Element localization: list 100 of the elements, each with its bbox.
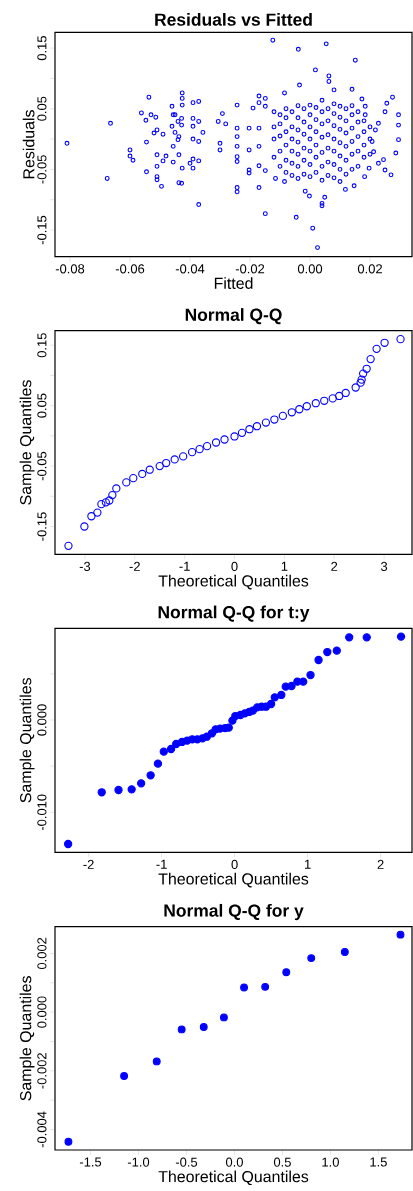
point — [220, 435, 229, 444]
x-tick-label: 1.0 — [322, 1157, 339, 1167]
y-axis-title: Sample Quantiles — [19, 976, 35, 1101]
x-tick-label: 0.02 — [357, 264, 382, 274]
point — [152, 1057, 161, 1066]
point — [64, 541, 73, 550]
y-tick-label: 0.002 — [37, 937, 47, 970]
point — [145, 465, 154, 474]
point — [340, 948, 349, 956]
x-tick-label: 0 — [231, 859, 238, 869]
y-tick-label: -0.05 — [37, 451, 47, 481]
x-tick-label: 0.00 — [297, 264, 323, 274]
chart-title: Normal Q-Q for y — [164, 903, 304, 921]
point — [287, 408, 296, 417]
point — [101, 498, 111, 507]
point — [396, 632, 406, 641]
x-tick-label: 2 — [377, 859, 384, 869]
point — [287, 681, 296, 691]
y-tick-label: -0.15 — [37, 215, 47, 245]
point — [341, 388, 350, 398]
point — [64, 1137, 73, 1146]
y-tick-label: -0.004 — [37, 1111, 47, 1148]
point — [307, 954, 316, 963]
x-tick-label: 3 — [380, 561, 388, 571]
x-tick-label: -3 — [79, 561, 91, 571]
x-tick-label: -0.04 — [175, 264, 205, 274]
x-tick-label: -1.5 — [79, 1157, 102, 1167]
point — [114, 785, 123, 795]
x-tick-label: -1 — [156, 859, 167, 869]
point — [177, 1025, 186, 1034]
y-axis-title: Sample Quantiles — [19, 380, 35, 505]
x-tick-label: 0 — [231, 561, 238, 571]
x-tick-label: 1 — [281, 561, 288, 571]
point — [219, 1013, 228, 1022]
point — [202, 441, 212, 451]
point — [240, 983, 249, 992]
point — [63, 839, 73, 849]
x-axis-title: Fitted — [214, 277, 253, 289]
point — [282, 968, 291, 977]
point — [396, 930, 405, 939]
x-tick-label: -1.0 — [127, 1157, 150, 1167]
point — [153, 759, 163, 768]
point — [120, 1072, 129, 1081]
chart-title: Normal Q-Q — [185, 308, 282, 325]
y-axis-title: Residuals — [22, 110, 35, 179]
point — [97, 500, 106, 509]
point — [261, 982, 270, 991]
y-tick-label: 0.000 — [37, 704, 47, 736]
x-axis-title: Theoretical Quantiles — [158, 1170, 309, 1186]
x-tick-label: -0.06 — [115, 264, 145, 274]
point — [328, 394, 337, 403]
y-tick-label: -0.002 — [37, 1053, 47, 1089]
point — [332, 646, 341, 655]
y-tick-label: -0.010 — [37, 794, 47, 831]
point — [187, 448, 197, 457]
point — [366, 354, 375, 364]
point — [237, 428, 247, 437]
y-tick-label: -0.05 — [37, 155, 47, 184]
y-tick-label: 0.15 — [37, 36, 47, 61]
y-tick-label: -0.15 — [37, 512, 47, 541]
point — [277, 690, 286, 700]
x-tick-label: -0.5 — [175, 1157, 198, 1167]
point — [162, 458, 171, 468]
point — [155, 461, 164, 471]
point — [211, 438, 221, 447]
point — [306, 670, 315, 680]
y-tick-label: 0.000 — [37, 996, 47, 1028]
point — [358, 369, 368, 378]
point — [270, 415, 279, 424]
x-tick-label: 0.5 — [273, 1157, 291, 1167]
point — [362, 633, 371, 642]
x-tick-label: 2 — [331, 561, 338, 571]
y-tick-label: 0.15 — [37, 333, 47, 358]
point — [80, 522, 89, 531]
point — [351, 383, 360, 392]
point — [122, 478, 131, 487]
point — [252, 422, 262, 431]
x-tick-label: -1 — [179, 561, 190, 571]
x-tick-label: -2 — [83, 859, 94, 869]
x-tick-label: -0.08 — [55, 264, 85, 274]
point — [335, 391, 344, 401]
y-tick-label: 0.05 — [37, 393, 47, 418]
x-tick-label: 1.5 — [370, 1157, 387, 1167]
point — [137, 779, 146, 788]
point — [323, 647, 332, 657]
point — [266, 699, 276, 709]
point — [87, 512, 96, 521]
point — [195, 445, 204, 454]
point — [278, 411, 288, 421]
point — [362, 364, 371, 373]
point — [166, 744, 176, 754]
point — [146, 771, 155, 780]
point — [170, 455, 179, 464]
y-tick-label: 0.05 — [37, 96, 47, 121]
point — [302, 402, 311, 411]
point — [199, 1023, 208, 1032]
point — [159, 747, 168, 756]
point — [314, 655, 323, 665]
point — [178, 452, 188, 461]
point — [372, 344, 381, 353]
